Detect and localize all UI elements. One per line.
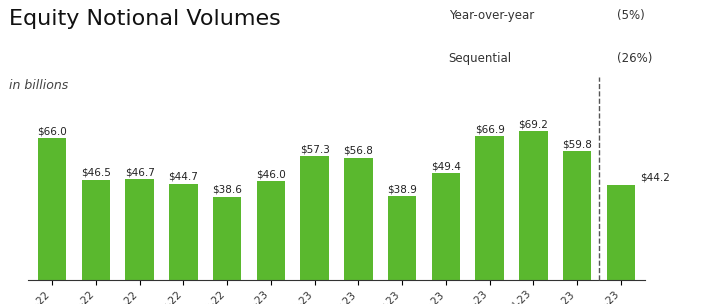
Bar xyxy=(169,184,198,280)
Bar xyxy=(344,157,372,280)
Bar xyxy=(563,151,592,280)
Text: $66.9: $66.9 xyxy=(475,124,505,134)
Bar xyxy=(213,197,241,280)
Text: (26%): (26%) xyxy=(617,52,652,65)
Text: Year-over-year: Year-over-year xyxy=(449,9,534,22)
Text: Sequential: Sequential xyxy=(449,52,512,65)
Text: $59.8: $59.8 xyxy=(562,139,592,149)
Bar xyxy=(125,179,154,280)
Text: $46.0: $46.0 xyxy=(256,169,286,179)
Bar xyxy=(301,157,329,280)
Bar xyxy=(606,185,635,280)
Bar xyxy=(432,174,460,280)
Bar xyxy=(38,138,67,280)
Text: $38.9: $38.9 xyxy=(387,184,417,194)
Text: $44.2: $44.2 xyxy=(641,173,670,183)
Text: $46.5: $46.5 xyxy=(81,168,111,178)
Bar xyxy=(475,136,504,280)
Bar xyxy=(519,131,547,280)
Text: $38.6: $38.6 xyxy=(212,185,242,195)
Text: (5%): (5%) xyxy=(617,9,645,22)
Text: in billions: in billions xyxy=(9,79,69,92)
Bar xyxy=(81,180,110,280)
Text: $46.7: $46.7 xyxy=(125,168,154,178)
Text: $69.2: $69.2 xyxy=(519,119,548,129)
Text: $44.7: $44.7 xyxy=(168,172,198,182)
Bar xyxy=(257,181,285,280)
Text: $57.3: $57.3 xyxy=(299,145,329,155)
Text: $66.0: $66.0 xyxy=(37,126,67,136)
Text: $56.8: $56.8 xyxy=(343,146,374,156)
Bar xyxy=(388,196,416,280)
Text: Equity Notional Volumes: Equity Notional Volumes xyxy=(9,9,281,29)
Text: $49.4: $49.4 xyxy=(431,162,461,172)
